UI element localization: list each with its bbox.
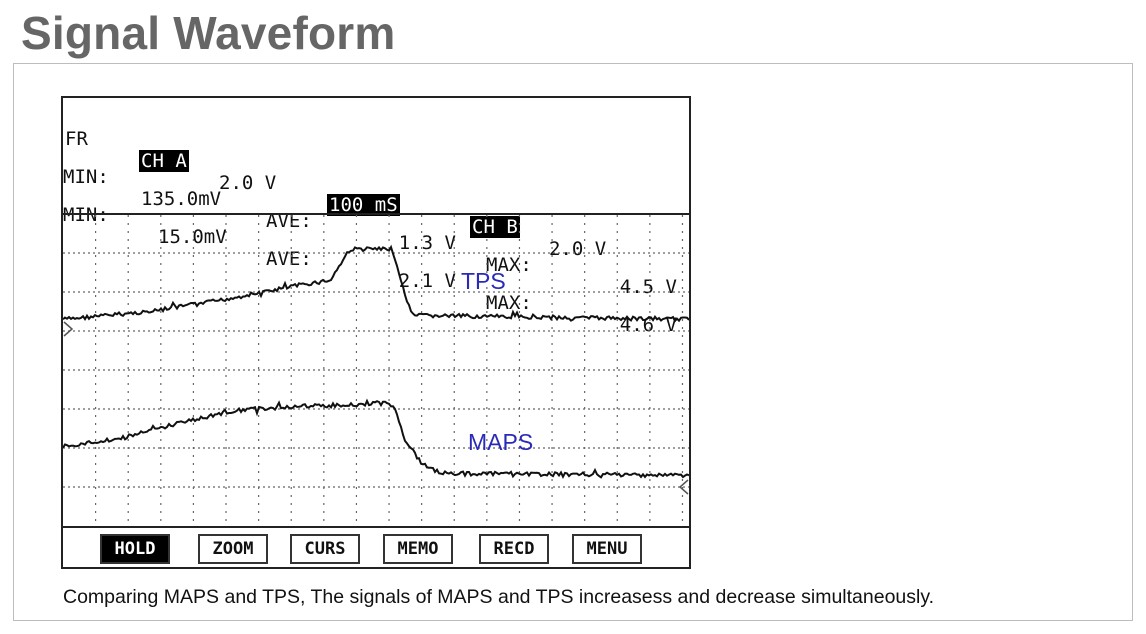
traces: [63, 244, 689, 479]
header-divider: [63, 213, 689, 215]
grid: [63, 215, 689, 526]
button-bar-divider: [63, 526, 689, 528]
menu-button[interactable]: MENU: [572, 534, 642, 564]
page-title: Signal Waveform: [21, 7, 396, 59]
ave-value: 1.3 V: [398, 232, 456, 254]
maps-label: MAPS: [468, 429, 533, 455]
min-value: 135.0mV: [141, 188, 222, 210]
timebase: 100 mS: [327, 194, 400, 216]
scope-header-row: FR CH A 2.0 V 100 mS CH B 2.0 V: [63, 106, 689, 282]
figure-frame: [13, 63, 1133, 621]
ave-label: AVE:: [266, 248, 312, 270]
min-value: 15.0mV: [158, 226, 227, 248]
ch-a-label: CH A: [139, 150, 189, 172]
min-label: MIN:: [63, 166, 109, 188]
ch-a-scale: 2.0 V: [219, 172, 277, 194]
mode-label: FR: [65, 128, 88, 150]
figure-caption: Comparing MAPS and TPS, The signals of M…: [63, 586, 935, 608]
min-label: MIN:: [63, 204, 109, 226]
max-label: MAX:: [486, 292, 532, 314]
stats-row-ch-a: MIN: 135.0mV AVE: 1.3 V MAX: 4.5 V: [63, 144, 689, 320]
waveform-plot: TPS MAPS: [63, 215, 689, 526]
trace-maps: [63, 398, 689, 479]
tps-label: TPS: [461, 268, 506, 294]
ave-value: 2.1 V: [398, 270, 456, 292]
ch-a-marker-icon: [63, 321, 74, 337]
oscilloscope-screen: FR CH A 2.0 V 100 mS CH B 2.0 V MIN: 135…: [61, 96, 691, 569]
ch-b-label: CH B: [470, 216, 520, 238]
recd-button[interactable]: RECD: [479, 534, 549, 564]
zoom-button[interactable]: ZOOM: [198, 534, 268, 564]
stats-row-ch-b: MIN: 15.0mV AVE: 2.1 V MAX: 4.6 V: [63, 182, 689, 358]
hold-button[interactable]: HOLD: [100, 534, 170, 564]
max-label: MAX:: [486, 254, 532, 276]
trace-tps: [63, 244, 689, 323]
curs-button[interactable]: CURS: [290, 534, 360, 564]
memo-button[interactable]: MEMO: [383, 534, 453, 564]
ch-b-marker-icon: [678, 479, 689, 495]
ch-b-scale: 2.0 V: [549, 238, 607, 260]
ave-label: AVE:: [266, 210, 312, 232]
